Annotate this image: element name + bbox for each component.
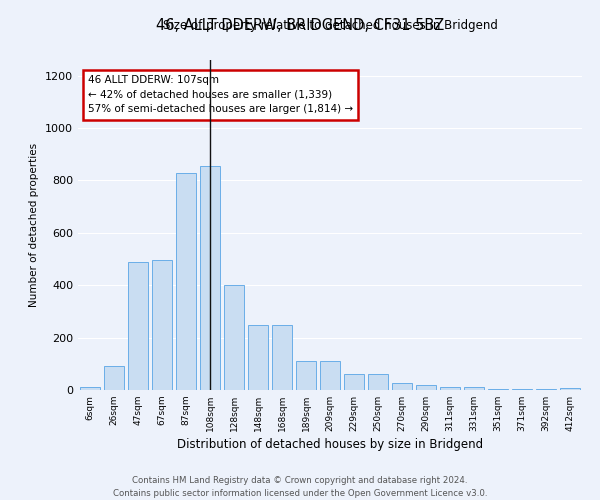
Bar [488,389,508,390]
Bar [128,262,148,390]
Bar [272,324,292,390]
Text: 46, ALLT DDERW, BRIDGEND, CF31 5BZ: 46, ALLT DDERW, BRIDGEND, CF31 5BZ [156,18,444,32]
Bar [224,285,244,390]
Bar [248,324,268,390]
Bar [440,386,460,390]
Text: 46 ALLT DDERW: 107sqm
← 42% of detached houses are smaller (1,339)
57% of semi-d: 46 ALLT DDERW: 107sqm ← 42% of detached … [88,75,353,114]
Bar [200,166,220,390]
Bar [536,389,556,390]
Bar [344,374,364,390]
Bar [560,388,580,390]
Bar [296,361,316,390]
Y-axis label: Number of detached properties: Number of detached properties [29,143,40,307]
Bar [392,382,412,390]
X-axis label: Distribution of detached houses by size in Bridgend: Distribution of detached houses by size … [177,438,483,451]
Bar [512,389,532,390]
Bar [176,172,196,390]
Bar [152,260,172,390]
Bar [368,374,388,390]
Text: Contains HM Land Registry data © Crown copyright and database right 2024.
Contai: Contains HM Land Registry data © Crown c… [113,476,487,498]
Bar [104,366,124,390]
Title: Size of property relative to detached houses in Bridgend: Size of property relative to detached ho… [163,20,497,32]
Bar [416,386,436,390]
Bar [464,386,484,390]
Bar [80,388,100,390]
Bar [320,361,340,390]
